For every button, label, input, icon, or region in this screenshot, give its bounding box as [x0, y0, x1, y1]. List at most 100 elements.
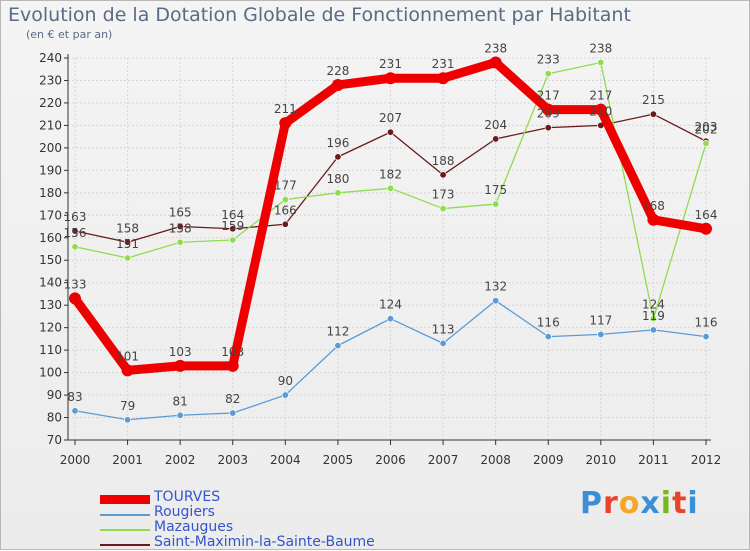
- legend-label: TOURVES: [154, 489, 221, 505]
- chart-subtitle: (en € et par an): [26, 28, 113, 41]
- data-point-saint-maximin-la-sainte-baume: [281, 220, 289, 228]
- data-point-rougiers: [281, 391, 289, 399]
- data-label-tourves: 133: [64, 277, 87, 291]
- x-tick-label: 2008: [480, 453, 511, 467]
- data-point-tourves: [384, 72, 397, 85]
- data-label-rougiers: 119: [642, 309, 665, 323]
- data-label-rougiers: 113: [432, 322, 455, 336]
- data-label-mazaugues: 124: [642, 298, 665, 312]
- y-tick-label: 160: [39, 231, 62, 245]
- y-tick-label: 170: [39, 208, 62, 222]
- x-tick-label: 2009: [533, 453, 564, 467]
- data-point-tourves: [489, 56, 502, 69]
- data-point-rougiers: [492, 297, 500, 305]
- data-point-mazaugues: [649, 315, 657, 323]
- data-point-mazaugues: [597, 58, 605, 66]
- data-label-mazaugues: 156: [64, 226, 87, 240]
- data-point-rougiers: [71, 407, 79, 415]
- legend-swatch: [100, 495, 150, 504]
- data-label-mazaugues: 151: [116, 237, 139, 251]
- data-point-rougiers: [439, 339, 447, 347]
- data-point-saint-maximin-la-sainte-baume: [386, 128, 394, 136]
- data-point-saint-maximin-la-sainte-baume: [439, 171, 447, 179]
- data-label-tourves: 231: [379, 57, 402, 71]
- x-tick-label: 2000: [60, 453, 91, 467]
- data-point-mazaugues: [386, 184, 394, 192]
- data-point-rougiers: [334, 342, 342, 350]
- legend-label: Mazaugues: [154, 519, 234, 535]
- y-tick-label: 150: [39, 253, 62, 267]
- y-tick-label: 130: [39, 298, 62, 312]
- data-label-saint-maximin-la-sainte-baume: 207: [379, 111, 402, 125]
- x-tick-label: 2004: [270, 453, 301, 467]
- data-label-rougiers: 82: [225, 392, 240, 406]
- y-tick-label: 100: [39, 366, 62, 380]
- data-label-tourves: 164: [695, 208, 718, 222]
- axes: 7080901001101201301401501601701801902002…: [39, 51, 721, 467]
- data-point-rougiers: [124, 416, 132, 424]
- x-tick-label: 2006: [375, 453, 406, 467]
- data-label-saint-maximin-la-sainte-baume: 164: [221, 208, 244, 222]
- data-label-rougiers: 116: [537, 316, 560, 330]
- data-label-saint-maximin-la-sainte-baume: 166: [274, 203, 297, 217]
- logo-letter: t: [672, 486, 688, 521]
- logo-letter: x: [640, 486, 661, 521]
- data-point-rougiers: [649, 326, 657, 334]
- data-point-rougiers: [597, 330, 605, 338]
- data-point-tourves: [594, 103, 607, 116]
- data-label-rougiers: 124: [379, 298, 402, 312]
- x-tick-label: 2011: [638, 453, 669, 467]
- data-label-tourves: 231: [432, 57, 455, 71]
- data-label-saint-maximin-la-sainte-baume: 204: [484, 118, 507, 132]
- data-point-mazaugues: [229, 236, 237, 244]
- data-label-mazaugues: 173: [432, 188, 455, 202]
- data-label-mazaugues: 180: [326, 172, 349, 186]
- data-point-saint-maximin-la-sainte-baume: [71, 227, 79, 235]
- data-label-tourves: 228: [326, 64, 349, 78]
- data-label-tourves: 103: [169, 345, 192, 359]
- data-label-tourves: 103: [221, 345, 244, 359]
- data-label-rougiers: 117: [589, 313, 612, 327]
- data-point-tourves: [647, 213, 660, 226]
- logo-letter: o: [618, 486, 641, 521]
- data-point-mazaugues: [334, 189, 342, 197]
- legend-label: Saint-Maximin-la-Sainte-Baume: [154, 534, 375, 550]
- logo-letter: i: [687, 486, 699, 521]
- data-label-rougiers: 112: [326, 325, 349, 339]
- data-point-mazaugues: [544, 70, 552, 78]
- data-label-tourves: 238: [484, 41, 507, 55]
- data-point-rougiers: [544, 333, 552, 341]
- x-tick-label: 2012: [691, 453, 722, 467]
- data-label-saint-maximin-la-sainte-baume: 209: [537, 107, 560, 121]
- data-point-tourves: [69, 292, 81, 305]
- x-tick-label: 2007: [428, 453, 459, 467]
- logo-letter: r: [603, 486, 619, 521]
- data-label-rougiers: 116: [695, 316, 718, 330]
- y-tick-label: 90: [47, 388, 62, 402]
- y-tick-label: 200: [39, 141, 62, 155]
- data-label-saint-maximin-la-sainte-baume: 203: [695, 120, 718, 134]
- data-label-rougiers: 81: [173, 394, 188, 408]
- data-label-mazaugues: 202: [695, 122, 718, 136]
- legend-swatch: [100, 514, 150, 516]
- y-tick-label: 80: [47, 411, 62, 425]
- data-label-tourves: 211: [274, 102, 297, 116]
- logo-letter: i: [660, 486, 673, 521]
- legend-label: Rougiers: [154, 504, 215, 520]
- data-point-tourves: [279, 117, 292, 130]
- data-point-saint-maximin-la-sainte-baume: [176, 223, 184, 231]
- y-tick-label: 210: [39, 118, 62, 132]
- data-point-mazaugues: [439, 205, 447, 213]
- data-point-rougiers: [176, 411, 184, 419]
- data-label-mazaugues: 233: [537, 53, 560, 67]
- data-label-tourves: 168: [642, 199, 665, 213]
- y-tick-label: 140: [39, 276, 62, 290]
- y-tick-label: 180: [39, 186, 62, 200]
- data-label-saint-maximin-la-sainte-baume: 158: [116, 221, 139, 235]
- data-label-tourves: 217: [589, 89, 612, 103]
- data-label-rougiers: 83: [67, 390, 82, 404]
- data-point-saint-maximin-la-sainte-baume: [229, 225, 237, 233]
- data-point-saint-maximin-la-sainte-baume: [124, 238, 132, 246]
- data-label-rougiers: 79: [120, 399, 135, 413]
- y-tick-label: 120: [39, 321, 62, 335]
